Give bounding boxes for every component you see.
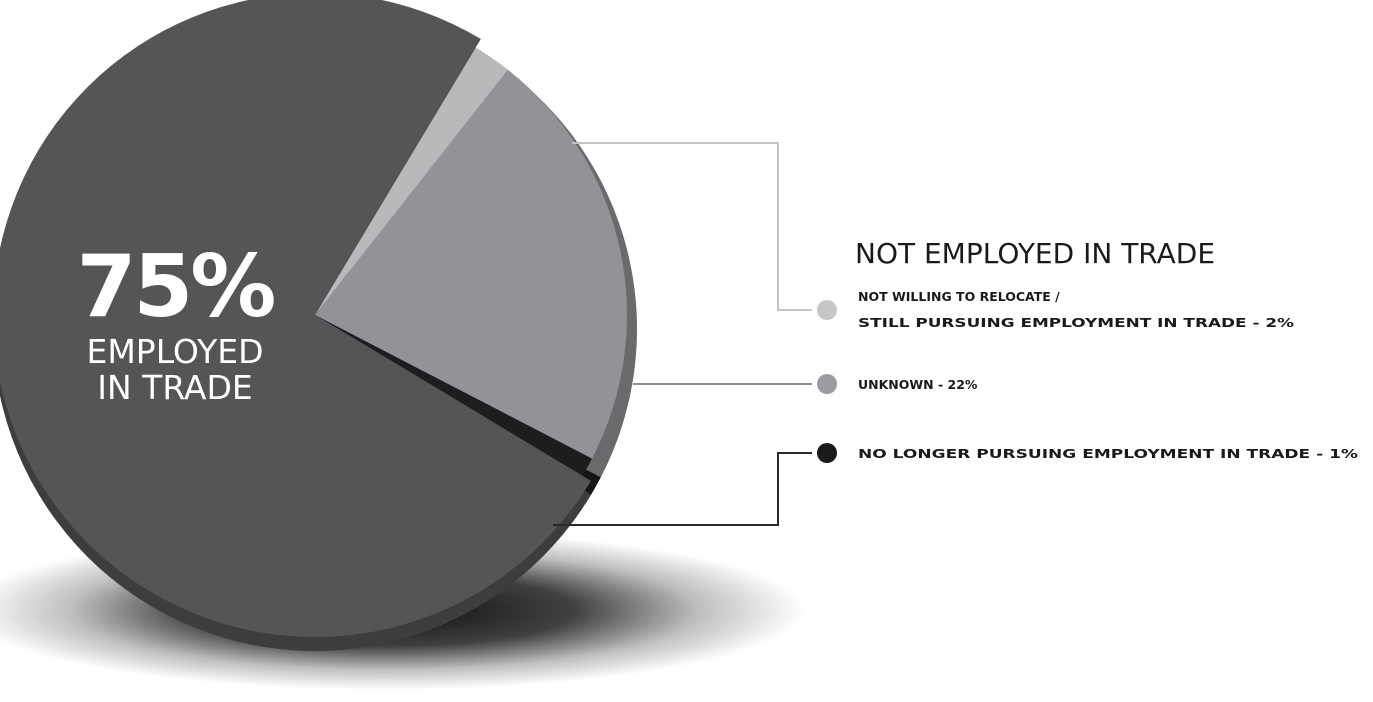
leader-line-no-longer	[553, 452, 812, 526]
legend-item-relocate-line2: STILL PURSUING EMPLOYMENT IN TRADE - 2%	[858, 315, 1295, 330]
legend-marker-unknown	[817, 374, 837, 394]
legend-item-relocate-line1: NOT WILLING TO RELOCATE /	[858, 289, 1060, 304]
leader-line-relocate	[572, 142, 812, 311]
slice-employed-in-trade	[0, 0, 592, 637]
legend-title: NOT EMPLOYED IN TRADE	[855, 237, 1215, 270]
pie-group	[0, 0, 638, 651]
legend-marker-no-longer	[817, 443, 837, 463]
main-percent-label: 75%	[77, 237, 275, 337]
main-label-line2: IN TRADE	[97, 368, 253, 407]
leader-lines	[553, 142, 812, 526]
slice-no-longer-pursuing	[315, 315, 592, 476]
legend-marker-relocate	[817, 300, 837, 320]
main-label-line1: EMPLOYED	[86, 332, 263, 371]
slice-not-willing-to-relocate	[315, 47, 508, 316]
legend-item-unknown: UNKNOWN - 22%	[858, 377, 978, 392]
slice-unknown	[315, 69, 628, 459]
legend-item-no-longer: NO LONGER PURSUING EMPLOYMENT IN TRADE -…	[858, 446, 1359, 461]
